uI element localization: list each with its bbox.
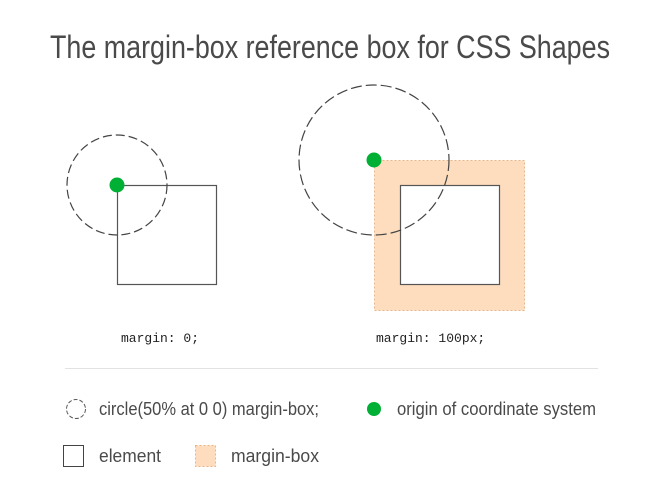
legend-origin-label: origin of coordinate system [397, 399, 596, 419]
legend: circle(50% at 0 0) margin-box; origin of… [63, 399, 596, 467]
element-box [116, 184, 218, 286]
origin-dot [366, 152, 382, 168]
shape-circle [66, 134, 168, 236]
title: The margin-box reference box for CSS Sha… [50, 29, 610, 65]
example-margin-100: margin: 100px; [298, 84, 525, 346]
margin-box-square-icon [195, 445, 216, 467]
code-label: margin: 100px; [376, 331, 485, 346]
example-margin-0: margin: 0; [66, 134, 218, 346]
dashed-circle-icon [66, 399, 86, 419]
origin-dot-icon [367, 402, 381, 416]
legend-element-label: element [99, 446, 161, 466]
legend-circle-label: circle(50% at 0 0) margin-box; [99, 399, 319, 419]
element-square-icon [63, 445, 84, 467]
element-box [399, 184, 501, 286]
shape-circle [298, 84, 450, 236]
code-label: margin: 0; [121, 331, 199, 346]
origin-dot [109, 177, 125, 193]
legend-margin-box-label: margin-box [231, 446, 319, 466]
